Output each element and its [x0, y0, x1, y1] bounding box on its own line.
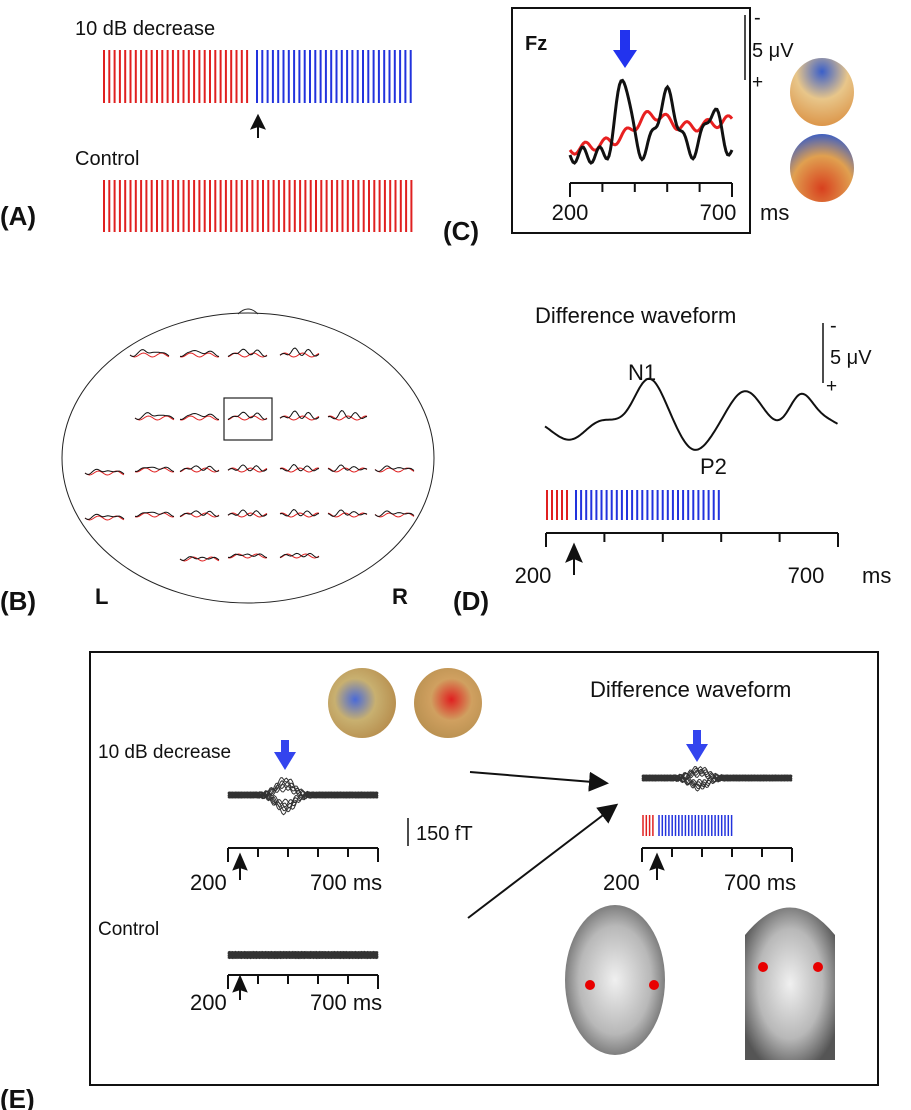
- panel-title: Difference waveform: [590, 677, 791, 702]
- stimulus-train: [547, 490, 719, 520]
- flow-arrow: [470, 772, 605, 783]
- panel-label: (A): [0, 201, 36, 231]
- axis-label: 200: [190, 870, 227, 895]
- axis-label: 700 ms: [310, 990, 382, 1015]
- field-map: [328, 668, 396, 738]
- mini-deviant: [228, 412, 267, 419]
- stimulus-train: [643, 815, 732, 836]
- stimulus-train: [104, 180, 411, 232]
- axis-label: 700: [788, 563, 825, 588]
- axis-label: 700 ms: [724, 870, 796, 895]
- peak-label: N1: [628, 360, 656, 385]
- field-map: [414, 668, 482, 738]
- mini-deviant: [135, 467, 174, 471]
- mini-deviant: [135, 512, 174, 516]
- axis-unit: ms: [862, 563, 891, 588]
- polarity: -: [754, 7, 761, 29]
- mini-deviant: [280, 348, 319, 356]
- axis-label: 700 ms: [310, 870, 382, 895]
- mini-deviant: [228, 349, 267, 356]
- peak-label: P2: [700, 454, 727, 479]
- scale-label: 5 μV: [830, 347, 872, 369]
- peak-arrow: [613, 30, 637, 68]
- axis-label: 200: [552, 200, 589, 225]
- scale-label: 150 fT: [416, 823, 473, 845]
- polarity: -: [830, 315, 837, 337]
- panel-label: (D): [453, 586, 489, 616]
- peak-arrow: [274, 740, 296, 770]
- panel-label: (C): [443, 216, 479, 246]
- panel-label: (E): [0, 1084, 35, 1110]
- onset-arrow: [651, 855, 663, 880]
- scale-label: 5 μV: [752, 40, 794, 62]
- condition-label: 10 dB decrease: [98, 742, 231, 763]
- source-dot: [813, 962, 823, 972]
- condition-label: 10 dB decrease: [75, 18, 215, 40]
- electrode-label: Fz: [525, 33, 547, 55]
- axis-label: 200: [190, 990, 227, 1015]
- brain-axial: [565, 905, 665, 1055]
- condition-label: Control: [75, 148, 139, 170]
- meg-waveforms: [228, 767, 792, 959]
- time-axis: [570, 183, 732, 197]
- panel-title: Difference waveform: [535, 303, 736, 328]
- stimulus-train: [104, 50, 411, 103]
- hemisphere-label: L: [95, 584, 108, 609]
- source-dot: [758, 962, 768, 972]
- electrode-waveforms: [85, 348, 414, 561]
- axis-label: 200: [515, 563, 552, 588]
- axis-label: 700: [700, 200, 737, 225]
- polarity: +: [826, 376, 837, 397]
- mini-deviant: [280, 411, 319, 419]
- peak-arrow: [686, 730, 708, 762]
- source-dot: [649, 980, 659, 990]
- condition-label: Control: [98, 919, 159, 940]
- figure: 10 dB decrease Control (A) Fz - 5 μV + 2…: [0, 0, 911, 1110]
- axis-unit: ms: [760, 200, 789, 225]
- difference-waveform: [545, 379, 838, 450]
- axis-label: 200: [603, 870, 640, 895]
- onset-arrow: [252, 116, 264, 138]
- time-axis: [546, 533, 838, 547]
- head-outline: [62, 313, 434, 603]
- brain-coronal: [745, 908, 835, 1061]
- polarity: +: [752, 72, 763, 93]
- scalp-map: [790, 134, 854, 202]
- onset-arrow: [234, 977, 246, 1000]
- onset-arrow: [567, 545, 581, 575]
- source-dot: [585, 980, 595, 990]
- panel-label: (B): [0, 586, 36, 616]
- hemisphere-label: R: [392, 584, 408, 609]
- onset-arrow: [234, 855, 246, 880]
- scalp-map: [790, 58, 854, 126]
- flow-arrow: [468, 806, 615, 918]
